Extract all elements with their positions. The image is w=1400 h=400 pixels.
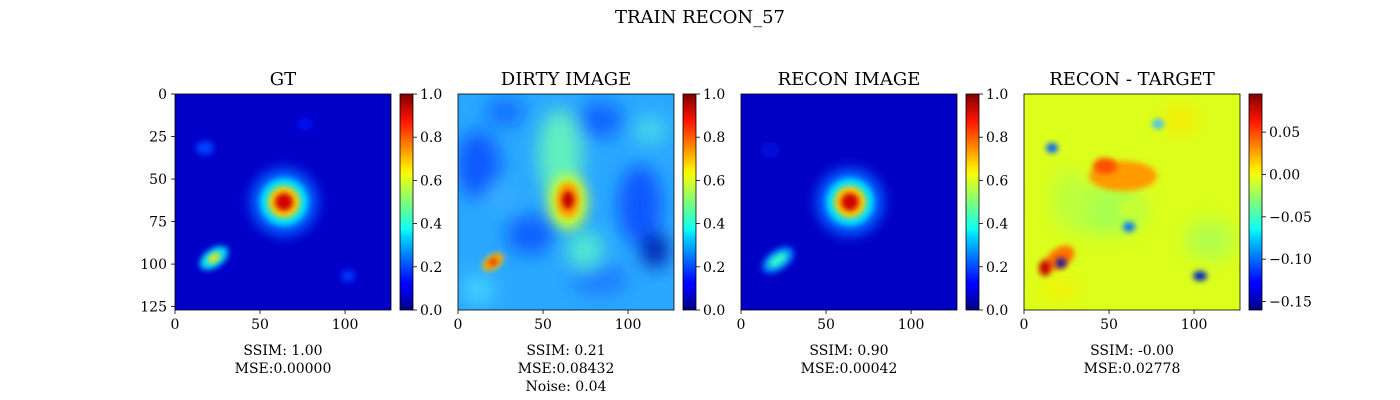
caption-line-gt: MSE:0.00000 xyxy=(235,361,332,377)
axes-frame-gt xyxy=(174,93,392,311)
y-tick-label-gt: 25 xyxy=(149,130,167,146)
caption-line-diff: MSE:0.02778 xyxy=(1084,361,1181,377)
panel-gt xyxy=(174,93,414,311)
colorbar-tick-label-dirty: 0.2 xyxy=(703,260,725,276)
axes-frame-recon xyxy=(740,93,958,311)
caption-line-dirty: MSE:0.08432 xyxy=(518,361,615,377)
heatmap-image-gt xyxy=(175,94,391,310)
colorbar-tick-label-diff: 0.00 xyxy=(1269,167,1300,183)
caption-line-dirty: SSIM: 0.21 xyxy=(526,343,605,359)
panel-recon-minus-target xyxy=(1023,93,1263,311)
colorbar-tick-label-recon: 0.4 xyxy=(986,217,1008,233)
heatmap-image-diff xyxy=(1024,94,1240,310)
colorbar-tick-label-gt: 0.8 xyxy=(420,130,442,146)
x-tick-label-gt: 100 xyxy=(332,317,359,333)
x-tick-label-recon: 50 xyxy=(817,317,835,333)
heatmap-image-recon xyxy=(741,94,957,310)
caption-line-recon: MSE:0.00042 xyxy=(801,361,898,377)
x-tick-label-dirty: 100 xyxy=(615,317,642,333)
panel-dirty-image xyxy=(457,93,697,311)
colorbar-tick-label-diff: −0.05 xyxy=(1269,210,1312,226)
caption-line-dirty: Noise: 0.04 xyxy=(526,379,607,395)
colorbar-tick-label-diff: 0.05 xyxy=(1269,125,1300,141)
colorbar-recon xyxy=(965,93,980,311)
colorbar-tick-label-diff: −0.10 xyxy=(1269,252,1312,268)
colorbar-tick-label-dirty: 1.0 xyxy=(703,87,725,103)
colorbar-tick-label-gt: 0.4 xyxy=(420,217,442,233)
colorbar-tick-label-gt: 0.0 xyxy=(420,303,442,319)
x-tick-label-diff: 100 xyxy=(1181,317,1208,333)
axes-frame-dirty xyxy=(457,93,675,311)
colorbar-tick-label-dirty: 0.4 xyxy=(703,217,725,233)
panel-title-gt: GT xyxy=(270,69,296,90)
colorbar-tick-label-gt: 1.0 xyxy=(420,87,442,103)
y-tick-label-gt: 75 xyxy=(149,215,167,231)
panel-recon-image xyxy=(740,93,980,311)
colorbar-tick-label-dirty: 0.0 xyxy=(703,303,725,319)
y-tick-label-gt: 100 xyxy=(140,257,167,273)
colorbar-gradient-recon xyxy=(965,93,980,311)
y-tick-label-gt: 125 xyxy=(140,300,167,316)
x-tick-label-diff: 0 xyxy=(1020,317,1029,333)
colorbar-tick-label-diff: −0.15 xyxy=(1269,295,1312,311)
x-tick-label-gt: 50 xyxy=(251,317,269,333)
colorbar-tick-label-recon: 1.0 xyxy=(986,87,1008,103)
colorbar-tick-label-recon: 0.8 xyxy=(986,130,1008,146)
x-tick-label-dirty: 0 xyxy=(454,317,463,333)
panel-title-recon: RECON IMAGE xyxy=(778,69,921,90)
caption-line-diff: SSIM: -0.00 xyxy=(1090,343,1174,359)
colorbar-tick-label-dirty: 0.6 xyxy=(703,173,725,189)
panel-title-dirty: DIRTY IMAGE xyxy=(501,69,631,90)
panel-title-diff: RECON - TARGET xyxy=(1049,69,1215,90)
caption-line-recon: SSIM: 0.90 xyxy=(809,343,888,359)
colorbar-tick-label-recon: 0.0 xyxy=(986,303,1008,319)
colorbar-dirty xyxy=(682,93,697,311)
y-tick-label-gt: 0 xyxy=(158,87,167,103)
x-tick-label-recon: 0 xyxy=(737,317,746,333)
axes-frame-diff xyxy=(1023,93,1241,311)
colorbar-gradient-dirty xyxy=(682,93,697,311)
colorbar-tick-label-gt: 0.2 xyxy=(420,260,442,276)
colorbar-diff xyxy=(1248,93,1263,311)
y-tick-label-gt: 50 xyxy=(149,172,167,188)
x-tick-label-dirty: 50 xyxy=(534,317,552,333)
figure-suptitle: TRAIN RECON_57 xyxy=(615,7,785,28)
colorbar-tick-label-recon: 0.2 xyxy=(986,260,1008,276)
x-tick-label-gt: 0 xyxy=(171,317,180,333)
caption-line-gt: SSIM: 1.00 xyxy=(243,343,322,359)
x-tick-label-recon: 100 xyxy=(898,317,925,333)
colorbar-gradient-diff xyxy=(1248,93,1263,311)
x-tick-label-diff: 50 xyxy=(1100,317,1118,333)
colorbar-gradient-gt xyxy=(399,93,414,311)
colorbar-tick-label-dirty: 0.8 xyxy=(703,130,725,146)
heatmap-image-dirty xyxy=(458,94,674,310)
colorbar-tick-label-gt: 0.6 xyxy=(420,173,442,189)
colorbar-tick-label-recon: 0.6 xyxy=(986,173,1008,189)
chart-marks: GT 0 50 100 0 25 50 75 100 125 0.0 0.2 0.4 0.6 0.8 1.0 S… xyxy=(140,69,1312,395)
colorbar-gt xyxy=(399,93,414,311)
